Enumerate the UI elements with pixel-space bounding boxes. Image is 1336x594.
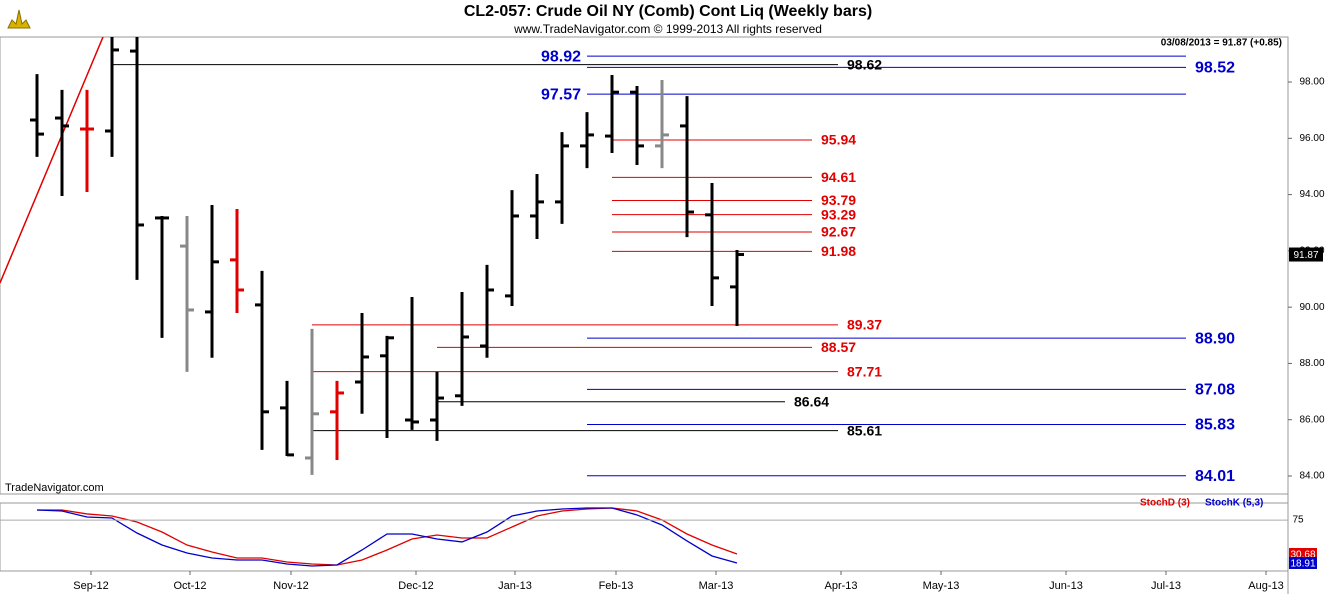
- value-box: [1289, 547, 1317, 560]
- last-price-label: 91.87: [1293, 250, 1318, 261]
- watermark: TradeNavigator.com: [5, 482, 104, 494]
- y-tick-label: 75: [1292, 515, 1304, 526]
- level-label: 93.29: [821, 206, 856, 222]
- x-tick-label: May-13: [923, 580, 960, 592]
- value-box: [1289, 556, 1317, 569]
- logo-icon: [7, 9, 31, 29]
- y-tick-label: 88.00: [1299, 358, 1324, 369]
- last-price-box: [1289, 247, 1323, 262]
- x-tick-label: Aug-13: [1248, 580, 1283, 592]
- quote: 03/08/2013 = 91.87 (+0.85): [1161, 38, 1282, 49]
- x-tick-label: Jul-13: [1151, 580, 1181, 592]
- level-label: 87.71: [847, 363, 882, 379]
- plot-area: [0, 37, 1186, 477]
- x-tick-label: Nov-12: [273, 580, 308, 592]
- stoch-line: [36, 507, 738, 567]
- level-label: 85.61: [847, 422, 882, 438]
- trendline: [0, 37, 104, 284]
- level-label: 92.67: [821, 224, 856, 240]
- stoch-line: [37, 507, 738, 566]
- level-label: 84.01: [1195, 468, 1235, 485]
- level-label: 85.83: [1195, 417, 1235, 434]
- x-tick-label: Jan-13: [498, 580, 532, 592]
- level-label: 98.92: [541, 48, 581, 65]
- y-tick-label: 84.00: [1299, 471, 1324, 482]
- level-label: 91.98: [821, 243, 856, 259]
- level-label: 98.62: [847, 56, 882, 72]
- level-label: 87.08: [1195, 382, 1235, 399]
- x-tick-label: Apr-13: [824, 580, 857, 592]
- x-tick-label: Dec-12: [398, 580, 433, 592]
- legend-entry: StochD (3): [1140, 498, 1190, 509]
- x-tick-label: Mar-13: [699, 580, 734, 592]
- legend-entry: StochK (5,3): [1205, 498, 1263, 509]
- x-tick-label: Feb-13: [599, 580, 634, 592]
- x-tick-label: Jun-13: [1049, 580, 1083, 592]
- plot-area: [36, 507, 738, 567]
- y-tick-label: 90.00: [1299, 302, 1324, 313]
- chart-subtitle: www.TradeNavigator.com © 1999-2013 All r…: [513, 22, 822, 36]
- level-label: 88.57: [821, 339, 856, 355]
- level-label: 93.79: [821, 192, 856, 208]
- level-label: 94.61: [821, 169, 856, 185]
- level-label: 89.37: [847, 317, 882, 333]
- level-label: 97.57: [541, 86, 581, 103]
- x-tick-label: Sep-12: [73, 580, 108, 592]
- value-box-label: 30.68: [1290, 550, 1315, 561]
- y-tick-label: 86.00: [1299, 414, 1324, 425]
- chart-title: CL2-057: Crude Oil NY (Comb) Cont Liq (W…: [464, 3, 872, 20]
- y-tick-label: 94.00: [1299, 189, 1324, 200]
- level-label: 86.64: [794, 393, 829, 409]
- level-label: 88.90: [1195, 330, 1235, 347]
- y-tick-label: 96.00: [1299, 133, 1324, 144]
- x-tick-label: Oct-12: [173, 580, 206, 592]
- level-label: 98.52: [1195, 60, 1235, 77]
- value-box-label: 18.91: [1290, 559, 1315, 570]
- level-label: 95.94: [821, 132, 856, 148]
- y-tick-label: 98.00: [1299, 77, 1324, 88]
